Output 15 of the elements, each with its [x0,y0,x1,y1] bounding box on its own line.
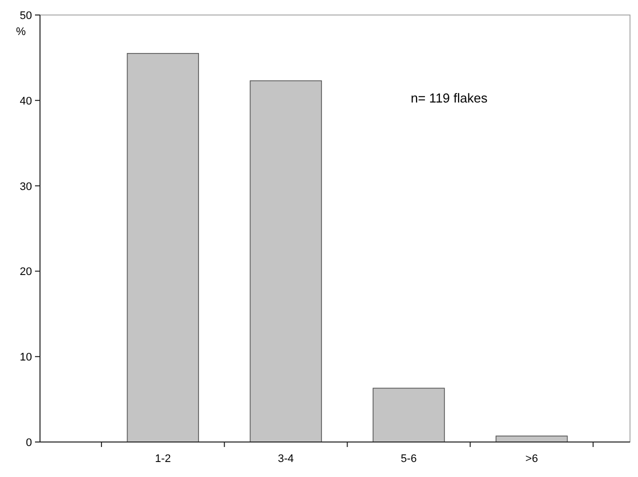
bar [372,388,445,442]
x-tick-label: 1-2 [154,453,171,465]
y-tick-label: 0 [26,437,32,449]
bar [250,80,322,442]
x-tick-label: 5-6 [400,453,417,465]
y-tick-label: 40 [20,95,32,108]
annotation: n= 119 flakes [410,90,488,106]
y-tick-label: 30 [20,180,32,193]
y-tick-label: 50 [20,10,32,22]
x-tick-label: >6 [525,453,538,465]
x-tick-label: 3-4 [278,453,294,465]
y-axis-title: % [16,26,26,38]
y-tick-label: 20 [20,266,32,278]
bar [126,53,199,442]
y-tick-label: 10 [20,352,32,364]
